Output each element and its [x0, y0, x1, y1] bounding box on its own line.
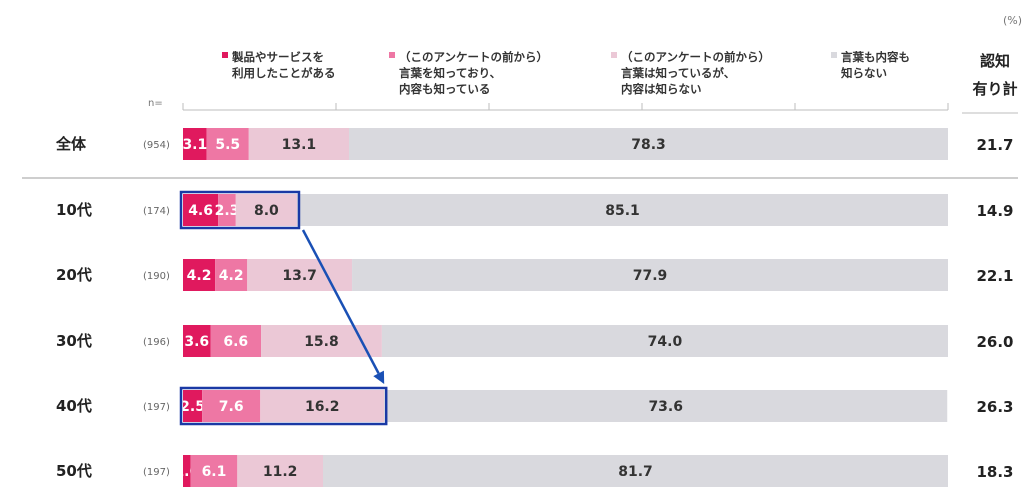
- bar-segment: [215, 259, 248, 291]
- row-count: (196): [143, 337, 170, 348]
- row-label: 50代: [56, 462, 92, 480]
- row-total: 26.0: [976, 333, 1013, 351]
- bar-row: 40代 (197) 2.5 7.6 16.2 73.6 26.3: [56, 390, 1014, 422]
- bar-value-label: 8.0: [254, 203, 279, 219]
- bar-value-label: 78.3: [631, 137, 666, 153]
- bar-segment: [260, 390, 385, 422]
- bar-row: 全体 (954) 3.1 5.5 13.1 78.3 21.7: [55, 128, 1014, 160]
- row-total: 18.3: [976, 463, 1013, 481]
- trend-arrow-line: [301, 229, 380, 374]
- row-label: 10代: [56, 201, 92, 219]
- bar-value-label: 81.7: [618, 464, 653, 480]
- highlight-overlay: [179, 190, 388, 426]
- bar-segment: [247, 259, 353, 291]
- bar-value-label: 2.3: [215, 203, 240, 219]
- row-label: 20代: [56, 266, 92, 284]
- legend-text: （このアンケートの前から）: [621, 50, 770, 64]
- bar-value-label: 5.5: [215, 137, 240, 153]
- rows: 全体 (954) 3.1 5.5 13.1 78.3 21.7 10代 (174) 4.6 2.3 8…: [55, 128, 1014, 487]
- n-label: n=: [148, 98, 163, 109]
- bar-segment: [206, 128, 249, 160]
- legend-text: 言葉は知っているが、: [621, 66, 735, 80]
- bar-value-label: 6.1: [202, 464, 227, 480]
- total-header-line2: 有り計: [972, 80, 1017, 98]
- row-total: 22.1: [976, 267, 1013, 285]
- bar-segment: [384, 390, 948, 422]
- bar-segment: [183, 390, 203, 422]
- bar-segment: [183, 325, 211, 357]
- bar-segment: [190, 455, 238, 487]
- bar-value-label: 6.6: [223, 334, 248, 350]
- legend-text: 内容は知らない: [621, 82, 702, 96]
- bar-value-label: 2.5: [180, 399, 205, 415]
- row-label: 30代: [56, 332, 92, 350]
- legend-text: 利用したことがある: [231, 66, 336, 80]
- legend-swatch: [389, 52, 395, 58]
- bar-segment: [210, 325, 262, 357]
- bar-segment: [183, 128, 207, 160]
- bar-value-label: 4.2: [219, 268, 244, 284]
- bar-value-label: 85.1: [605, 203, 640, 219]
- unit-label: (%): [1003, 14, 1022, 27]
- bar-segment: [248, 128, 350, 160]
- bar-segment: [352, 259, 948, 291]
- bar-value-label: 3.1: [182, 137, 207, 153]
- legend-text: 内容も知っている: [399, 82, 490, 96]
- row-count: (954): [143, 140, 170, 151]
- bar-row: 50代 (197) 1.0 6.1 11.2 81.7 18.3: [56, 455, 1014, 487]
- bar-segment: [322, 455, 948, 487]
- bar-segment: [235, 194, 297, 226]
- bar-segment: [202, 390, 261, 422]
- trend-arrow-head: [373, 370, 385, 384]
- bar-value-label: 3.6: [184, 334, 209, 350]
- bar-segment: [183, 455, 191, 487]
- legend-swatch: [611, 52, 617, 58]
- bar-value-label: 77.9: [633, 268, 668, 284]
- bar-segment: [296, 194, 948, 226]
- row-label: 全体: [55, 135, 87, 153]
- row-count: (174): [143, 206, 170, 217]
- legend-text: （このアンケートの前から）: [399, 50, 548, 64]
- bar-segment: [237, 455, 323, 487]
- highlight-box: [179, 190, 301, 230]
- legend: 製品やサービスを利用したことがある（このアンケートの前から）言葉を知っており、内…: [222, 50, 910, 96]
- bar-value-label: 13.7: [282, 268, 317, 284]
- row-total: 26.3: [976, 398, 1013, 416]
- bar-segment: [349, 128, 948, 160]
- bar-row: 30代 (196) 3.6 6.6 15.8 74.0 26.0: [56, 325, 1014, 357]
- bar-value-label: 4.2: [187, 268, 212, 284]
- bar-value-label: 73.6: [648, 399, 683, 415]
- bar-value-label: 4.6: [188, 203, 213, 219]
- row-total: 14.9: [976, 202, 1013, 220]
- legend-text: 言葉も内容も: [841, 50, 910, 64]
- legend-swatch: [222, 52, 228, 58]
- legend-text: 知らない: [840, 66, 887, 80]
- row-label: 40代: [56, 397, 92, 415]
- highlight-box: [179, 386, 388, 426]
- bar-value-label: 16.2: [305, 399, 340, 415]
- bar-segment: [183, 194, 219, 226]
- bar-value-label: 74.0: [648, 334, 683, 350]
- bar-segment: [183, 259, 216, 291]
- axis: [22, 103, 1018, 179]
- row-count: (190): [143, 271, 170, 282]
- bar-value-label: 7.6: [219, 399, 244, 415]
- bar-value-label: 15.8: [304, 334, 339, 350]
- legend-text: 製品やサービスを: [231, 50, 324, 64]
- total-header-line1: 認知: [980, 52, 1010, 70]
- legend-text: 言葉を知っており、: [399, 66, 501, 80]
- legend-swatch: [831, 52, 837, 58]
- bar-segment: [381, 325, 948, 357]
- row-count: (197): [143, 402, 170, 413]
- bar-row: 10代 (174) 4.6 2.3 8.0 85.1 14.9: [56, 194, 1014, 226]
- bar-value-label: 13.1: [282, 137, 317, 153]
- row-count: (197): [143, 467, 170, 478]
- row-total: 21.7: [976, 136, 1013, 154]
- bar-row: 20代 (190) 4.2 4.2 13.7 77.9 22.1: [56, 259, 1014, 291]
- bar-segment: [218, 194, 236, 226]
- bar-value-label: 11.2: [263, 464, 298, 480]
